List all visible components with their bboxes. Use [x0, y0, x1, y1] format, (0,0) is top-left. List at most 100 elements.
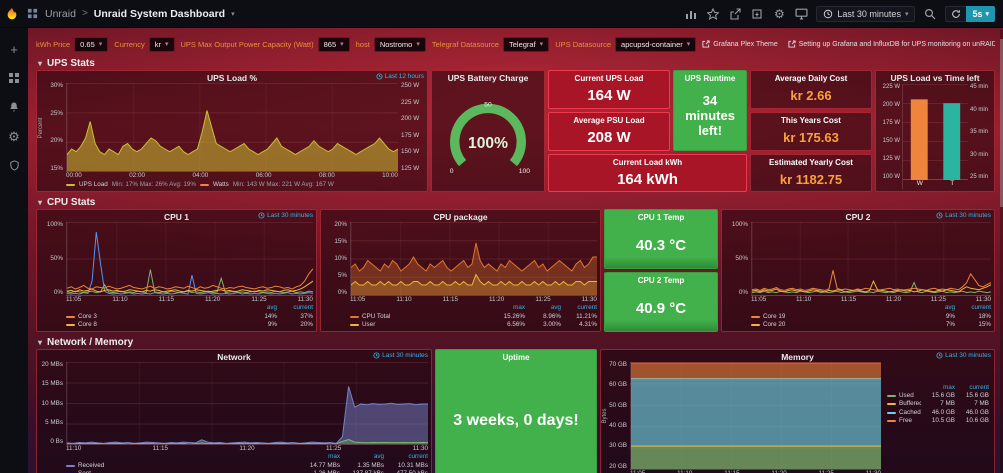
panel-title[interactable]: CPU 2 Temp	[637, 276, 685, 285]
help-shield-icon[interactable]	[7, 158, 21, 172]
config-gear-icon[interactable]: ⚙	[8, 128, 20, 144]
y-tick: 50%	[735, 255, 748, 263]
legend-header[interactable]: avg	[550, 304, 561, 312]
create-plus-icon[interactable]: +	[10, 41, 18, 57]
legend-series-label[interactable]: Buffered	[887, 400, 921, 408]
variable-dropdown[interactable]: Telegraf ▾	[502, 36, 550, 52]
refresh-interval-dropdown[interactable]: 5s ▾	[966, 5, 995, 22]
time-range-label: Last 30 minutes	[837, 8, 901, 19]
breadcrumb-folder[interactable]: Unraid	[45, 7, 76, 20]
network-plot[interactable]	[66, 362, 428, 446]
legend-header[interactable]: current	[408, 453, 428, 461]
caret-down-icon[interactable]: ▾	[231, 10, 235, 18]
panel-title[interactable]: Network	[217, 352, 251, 362]
analytics-icon[interactable]	[684, 7, 698, 21]
panel-cpu2-graph: CPU 2 Last 30 minutes 100% 50% 0%	[721, 209, 995, 332]
panel-time-range[interactable]: Last 30 minutes	[373, 352, 428, 359]
bar-chart-plot[interactable]: W T	[902, 84, 968, 189]
ups-load-plot[interactable]	[66, 83, 398, 172]
legend-header[interactable]: max	[943, 384, 955, 391]
variable-dropdown[interactable]: 865 ▾	[317, 36, 350, 52]
series-name: Core 3	[78, 312, 97, 320]
legend-series-label[interactable]: CPU Total	[350, 313, 489, 321]
legend-series-label[interactable]: Free	[887, 417, 921, 425]
cpu2-plot[interactable]	[751, 222, 991, 297]
legend-header[interactable]: avg	[266, 304, 277, 312]
panel-title[interactable]: CPU package	[433, 212, 488, 222]
breadcrumb: Unraid > Unraid System Dashboard ▾	[5, 7, 235, 21]
share-icon[interactable]	[728, 7, 742, 21]
panel-time-range[interactable]: Last 30 minutes	[936, 352, 991, 359]
panel-title[interactable]: Average Daily Cost	[774, 74, 848, 83]
panel-title[interactable]: Current Load kWh	[612, 158, 683, 167]
variable-dropdown[interactable]: Nostromo ▾	[373, 36, 426, 52]
panel-title[interactable]: UPS Battery Charge	[447, 73, 529, 83]
section-header-ups-stats[interactable]: ▾ UPS Stats	[36, 56, 995, 70]
legend-series-label[interactable]: Core 8	[66, 321, 241, 329]
panel-title[interactable]: CPU 1 Temp	[637, 213, 685, 222]
link-ups-monitoring-guide[interactable]: Setting up Grafana and InfluxDB for UPS …	[788, 40, 995, 48]
x-axis: 11:05 11:10 11:15 11:20 11:25 11:30	[350, 296, 597, 304]
dashboard-title[interactable]: Unraid System Dashboard	[93, 7, 226, 20]
y-tick: 45 min	[970, 84, 989, 90]
legend-series-label[interactable]: Core 19	[751, 313, 919, 321]
y-axis-left: 30% 25% 20% 15%	[40, 82, 66, 172]
panel-time-range[interactable]: Last 30 minutes	[258, 212, 313, 219]
vertical-scrollbar[interactable]	[1000, 30, 1003, 473]
panel-time-range[interactable]: Last 12 hours	[376, 73, 424, 80]
legend-header[interactable]: max	[328, 453, 340, 461]
panel-title[interactable]: UPS Runtime	[684, 74, 736, 83]
legend-series-label[interactable]: Core 3	[66, 313, 241, 321]
legend-header[interactable]: current	[969, 384, 989, 391]
panel-network-graph: Network Last 30 minutes 20 MBs 15 MBs 10…	[36, 349, 432, 473]
export-icon[interactable]	[750, 7, 764, 21]
panel-title[interactable]: UPS Load vs Time left	[890, 73, 980, 83]
variable-dropdown[interactable]: apcupsd-container ▾	[615, 36, 697, 52]
legend-series-label[interactable]: Used	[887, 392, 921, 400]
legend-series-label[interactable]: User	[350, 321, 489, 329]
legend-series-label[interactable]: UPS Load	[79, 181, 108, 188]
link-grafana-plex-theme[interactable]: Grafana Plex Theme	[702, 40, 778, 48]
refresh-icon[interactable]	[945, 5, 967, 22]
legend-series-label[interactable]: Watts	[212, 181, 229, 188]
panel-title[interactable]: Current UPS Load	[574, 74, 644, 83]
legend-header[interactable]: current	[577, 304, 597, 312]
legend-header[interactable]: current	[293, 304, 313, 312]
y-axis-label: Percent	[38, 117, 44, 138]
legend-value: 14.77 MBs	[309, 461, 340, 469]
legend-series-label[interactable]: Received	[66, 462, 296, 470]
legend: max avg current Received 14.77 MBs 1.35 …	[66, 453, 428, 473]
dashboards-icon[interactable]	[7, 71, 21, 85]
legend-header[interactable]: current	[971, 304, 991, 312]
panel-title[interactable]: Average PSU Load	[573, 116, 645, 125]
legend-header[interactable]: max	[513, 304, 525, 312]
panel-title[interactable]: Uptime	[502, 353, 530, 362]
panel-title[interactable]: Estimated Yearly Cost	[769, 158, 853, 167]
section-title: Network / Memory	[47, 336, 134, 348]
monitor-icon[interactable]	[794, 7, 808, 21]
variable-dropdown[interactable]: 0.65 ▾	[74, 36, 109, 52]
section-header-network-memory[interactable]: ▾ Network / Memory	[36, 335, 995, 349]
legend-series-label[interactable]: Cached	[887, 409, 921, 417]
section-header-cpu-stats[interactable]: ▾ CPU Stats	[36, 195, 995, 209]
time-range-picker[interactable]: Last 30 minutes ▾	[816, 5, 916, 22]
variable-dropdown[interactable]: kr ▾	[148, 36, 175, 52]
star-icon[interactable]	[706, 7, 720, 21]
cpu1-plot[interactable]	[66, 222, 313, 297]
memory-plot[interactable]	[630, 362, 881, 470]
legend-series-label[interactable]: Core 20	[751, 321, 919, 329]
panel-title[interactable]: This Years Cost	[781, 116, 841, 125]
settings-gear-icon[interactable]: ⚙	[774, 6, 785, 21]
y-axis-right: 250 W 225 W 200 W 175 W 150 W 125 W	[398, 82, 424, 172]
legend-header[interactable]: avg	[944, 304, 955, 312]
panel-memory-graph: Memory Last 30 minutes Bytes 70 GB 60 GB…	[600, 349, 995, 473]
panel-title[interactable]: UPS Load %	[206, 73, 258, 83]
alerts-bell-icon[interactable]	[7, 100, 21, 114]
scrollbar-thumb[interactable]	[1000, 38, 1003, 208]
grafana-logo-icon[interactable]	[5, 7, 19, 21]
legend-header[interactable]: avg	[373, 453, 384, 461]
zoom-out-icon[interactable]	[923, 7, 937, 21]
panel-time-range[interactable]: Last 30 minutes	[936, 212, 991, 219]
panel-title[interactable]: Memory	[781, 352, 814, 362]
cpu-package-plot[interactable]	[350, 222, 597, 297]
